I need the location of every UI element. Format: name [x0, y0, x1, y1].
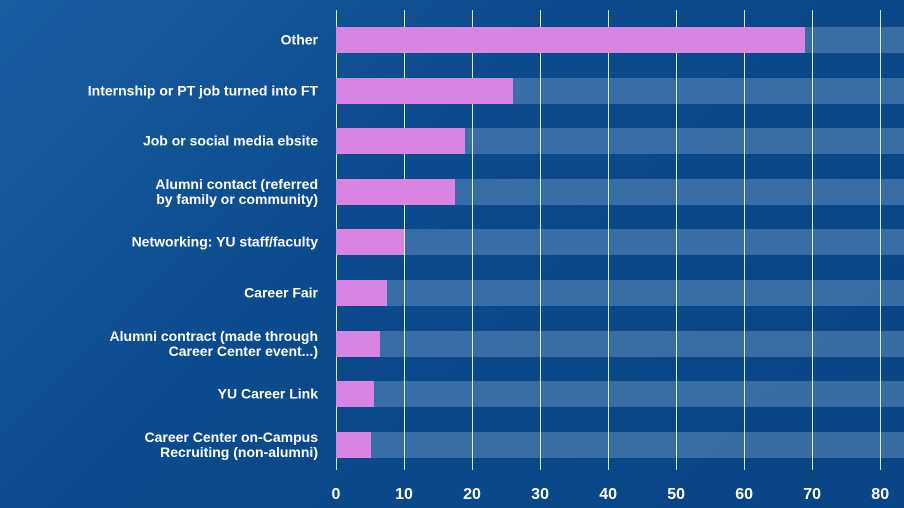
category-label: Career Center on-Campus Recruiting (non-… — [144, 428, 319, 460]
x-tick-label: 80 — [871, 486, 890, 503]
bar-track — [336, 229, 904, 256]
x-tick-label: 20 — [463, 486, 481, 503]
grid-line — [879, 10, 881, 470]
bar — [336, 178, 456, 205]
category-label: Job or social media ebsite — [142, 132, 318, 149]
bar-track — [336, 280, 904, 306]
category-label: Other — [280, 31, 318, 48]
bar — [336, 280, 388, 306]
bar — [336, 128, 466, 155]
grid-line — [403, 10, 405, 470]
grid-line — [675, 10, 677, 470]
bar-track — [336, 431, 904, 458]
x-tick-label: 40 — [599, 486, 617, 503]
grid-line — [743, 10, 745, 470]
bar — [336, 330, 381, 357]
grid-line — [471, 10, 473, 470]
bar — [336, 431, 371, 458]
bar-track — [336, 330, 904, 357]
bar — [336, 229, 405, 256]
x-tick-label: 30 — [531, 486, 549, 503]
x-tick-label: 50 — [667, 486, 686, 503]
x-tick-label: 0 — [331, 486, 341, 503]
category-label: Internship or PT job turned into FT — [87, 82, 318, 99]
bar-track — [336, 381, 904, 408]
category-label: Career Fair — [244, 284, 318, 301]
grid-line — [607, 10, 609, 470]
grid-line — [811, 10, 813, 470]
x-tick-label: 10 — [395, 486, 413, 503]
category-label: Alumni contract (made through Career Cen… — [109, 327, 318, 359]
grid-line — [539, 10, 541, 470]
x-tick-label: 70 — [803, 486, 822, 503]
category-label: Alumni contact (referred by family or co… — [155, 175, 318, 207]
x-tick-label: 60 — [735, 486, 754, 503]
category-label: Networking: YU staff/faculty — [131, 233, 318, 250]
bar — [336, 381, 375, 408]
bar — [336, 77, 513, 104]
bar — [336, 27, 806, 53]
category-label: YU Career Link — [217, 385, 318, 402]
